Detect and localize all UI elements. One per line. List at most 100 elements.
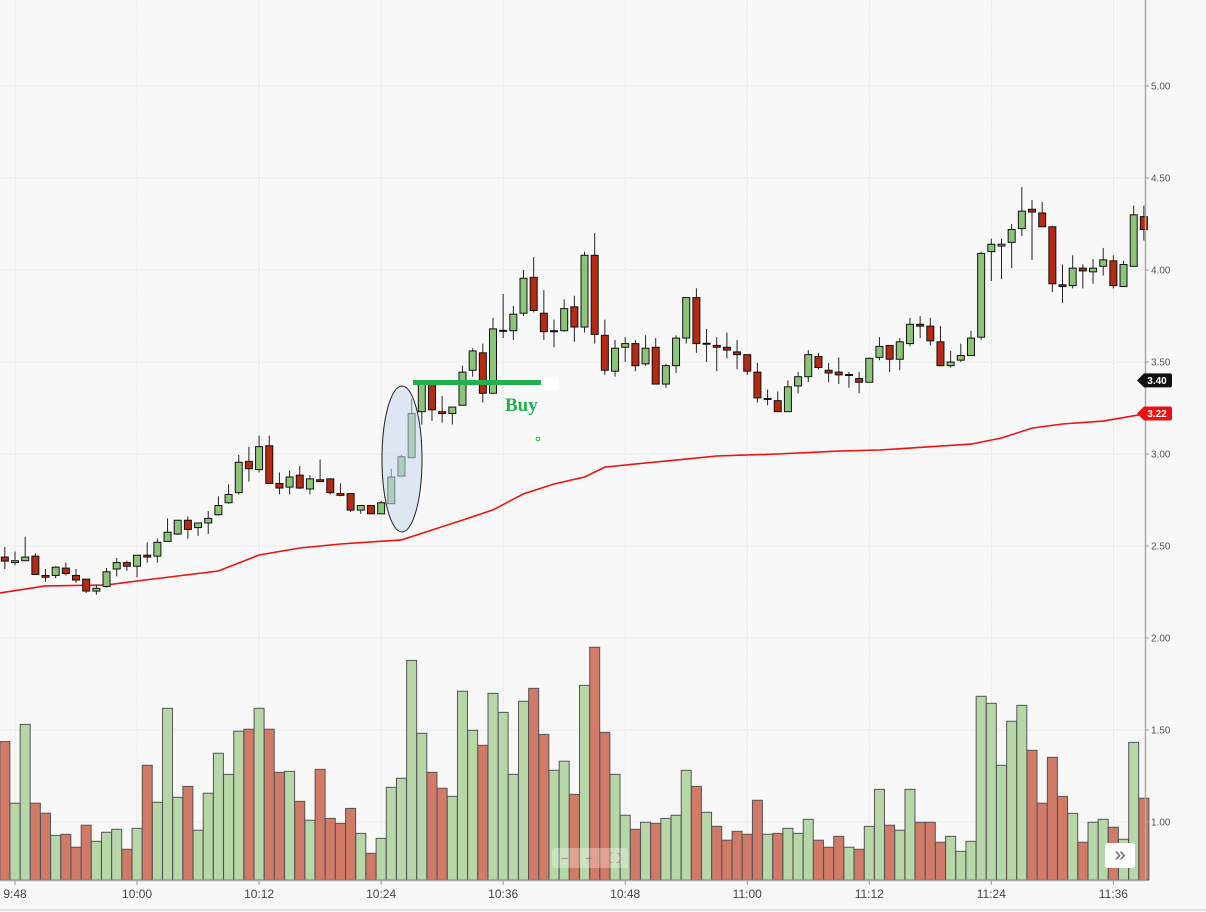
volume-bar bbox=[965, 840, 977, 881]
y-tick-label: 1.50 bbox=[1151, 726, 1171, 737]
x-tick-label: 10:48 bbox=[610, 887, 640, 901]
x-tick-label: 11:24 bbox=[977, 887, 1006, 901]
candle-body bbox=[92, 587, 101, 592]
candle-body bbox=[133, 554, 142, 567]
candle-body bbox=[1129, 214, 1138, 267]
candle-body bbox=[438, 411, 447, 415]
volume-bar bbox=[975, 695, 987, 881]
zoom-controls: − + ⛶ bbox=[552, 848, 628, 868]
volume-bar bbox=[324, 817, 336, 881]
volume-bar bbox=[0, 741, 11, 881]
candle-body bbox=[1099, 259, 1108, 267]
candle-body bbox=[529, 276, 538, 311]
candle-body bbox=[499, 329, 508, 332]
price-tags: 3.40 3.22 bbox=[1137, 373, 1172, 421]
volume-bar bbox=[507, 773, 519, 881]
candle-body bbox=[1038, 212, 1047, 228]
volume-bar bbox=[721, 839, 733, 881]
candle-body bbox=[966, 337, 975, 357]
candle-body bbox=[1007, 229, 1016, 243]
volume-bar bbox=[29, 802, 41, 881]
candle-body bbox=[834, 371, 843, 376]
volume-bar bbox=[487, 692, 499, 881]
x-tick-label: 11:00 bbox=[733, 887, 762, 901]
volume-bar bbox=[995, 764, 1007, 881]
volume-bar bbox=[945, 835, 957, 881]
candle-body bbox=[692, 297, 701, 345]
volume-bar bbox=[629, 828, 641, 881]
buy-label: Buy bbox=[505, 395, 538, 416]
volume-bar bbox=[731, 830, 743, 881]
volume-bar bbox=[172, 796, 184, 881]
candle-body bbox=[1119, 263, 1128, 288]
volume-bar bbox=[1057, 795, 1069, 881]
candle-body bbox=[21, 556, 30, 562]
volume-bar bbox=[863, 825, 875, 881]
volume-bar bbox=[80, 824, 92, 881]
volume-bar bbox=[680, 769, 692, 881]
volume-bar bbox=[670, 814, 682, 881]
volume-bar bbox=[253, 707, 265, 881]
y-tick-label: 5.00 bbox=[1151, 82, 1171, 93]
candle-body bbox=[814, 355, 823, 369]
candle-body bbox=[122, 562, 131, 567]
candle-body bbox=[153, 541, 162, 557]
y-tick-label: 3.00 bbox=[1151, 450, 1171, 461]
candle-body bbox=[743, 354, 752, 372]
volume-bar bbox=[50, 834, 62, 881]
price-axis: 5.00 4.50 4.00 3.50 3.00 2.50 2.00 1.50 1.00 bbox=[1146, 82, 1171, 829]
volume-bar bbox=[528, 687, 540, 881]
candle-body bbox=[824, 369, 833, 374]
candle-body bbox=[72, 574, 81, 581]
candle-body bbox=[570, 306, 579, 328]
x-tick-label: 10:00 bbox=[122, 887, 152, 901]
candle-body bbox=[1017, 210, 1026, 230]
candle-body bbox=[550, 330, 559, 333]
volume-bar bbox=[406, 659, 418, 881]
plus-icon[interactable]: + bbox=[585, 850, 594, 866]
volume-bar bbox=[1046, 756, 1058, 881]
candle-body bbox=[102, 571, 111, 587]
price-tag-label: 3.22 bbox=[1147, 409, 1167, 420]
candle-body bbox=[143, 554, 152, 558]
candle-body bbox=[173, 519, 182, 535]
candle-body bbox=[356, 505, 365, 511]
volume-bar bbox=[792, 832, 804, 881]
volume-bar bbox=[853, 848, 865, 881]
volume-bar bbox=[101, 831, 113, 881]
candle-body bbox=[377, 502, 386, 515]
candle-body bbox=[977, 252, 986, 338]
volume-bar bbox=[1067, 812, 1079, 881]
x-tick-label: 10:12 bbox=[244, 887, 274, 901]
volume-bar bbox=[233, 730, 245, 881]
candle-body bbox=[895, 341, 904, 360]
candle-body bbox=[458, 371, 467, 406]
candle-body bbox=[956, 355, 965, 361]
candle-body bbox=[31, 555, 40, 576]
volume-bar bbox=[741, 833, 753, 881]
scroll-to-latest-button[interactable]: » bbox=[1105, 843, 1135, 868]
candle-body bbox=[539, 312, 548, 333]
volume-bar bbox=[375, 837, 387, 881]
candle-body bbox=[295, 474, 304, 489]
candle-body bbox=[214, 505, 223, 516]
candle-body bbox=[163, 531, 172, 542]
time-axis: 9:48 10:00 10:12 10:24 10:36 10:48 11:00 11:12 1… bbox=[3, 880, 1128, 901]
volume-bar bbox=[934, 841, 946, 881]
candle-body bbox=[590, 254, 599, 335]
candle-body bbox=[621, 343, 630, 348]
fullscreen-icon[interactable]: ⛶ bbox=[609, 849, 620, 866]
minus-icon[interactable]: − bbox=[560, 850, 569, 866]
volume-bar bbox=[9, 802, 21, 881]
candle-body bbox=[194, 522, 203, 529]
candle-body bbox=[783, 386, 792, 413]
x-tick-label: 10:24 bbox=[366, 887, 396, 901]
volume-bar bbox=[263, 728, 275, 881]
volume-bar bbox=[538, 733, 550, 881]
volume-bar bbox=[477, 744, 489, 881]
candle-body bbox=[224, 493, 233, 504]
candle-body bbox=[753, 371, 762, 399]
candle-body bbox=[234, 461, 243, 494]
candle-body bbox=[712, 344, 721, 348]
